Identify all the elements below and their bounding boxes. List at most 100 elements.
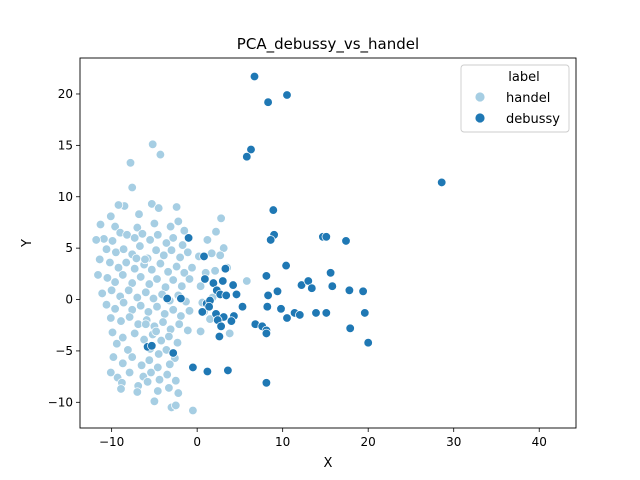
point-debussy [295, 310, 305, 320]
point-debussy [345, 323, 355, 333]
point-debussy [266, 235, 276, 245]
point-handel [130, 233, 140, 243]
point-debussy [147, 341, 157, 351]
point-debussy [249, 71, 260, 82]
point-handel [153, 230, 163, 240]
y-tick-label: 15 [58, 138, 73, 152]
legend-title: label [508, 70, 539, 85]
point-debussy [226, 316, 237, 326]
point-handel [145, 235, 155, 245]
point-handel [132, 292, 142, 303]
axis-ticks: −10 0 10 20 30 40 −10 −5 0 5 10 15 20 [48, 87, 547, 449]
point-handel [171, 261, 182, 272]
point-debussy [246, 144, 256, 155]
point-handel [162, 369, 172, 380]
x-tick-label: 0 [193, 435, 201, 449]
point-debussy [341, 236, 351, 246]
point-debussy [262, 302, 272, 312]
point-handel [183, 325, 193, 336]
point-handel [158, 317, 168, 327]
point-debussy [358, 286, 368, 296]
point-handel [110, 304, 120, 314]
point-handel [95, 254, 105, 265]
point-handel [116, 384, 126, 394]
point-handel [106, 367, 116, 378]
point-handel [183, 247, 193, 257]
point-debussy [221, 290, 231, 301]
point-handel [153, 386, 163, 396]
point-debussy [162, 293, 172, 304]
point-handel [127, 352, 137, 362]
point-handel [123, 345, 133, 355]
point-handel [153, 362, 163, 373]
point-handel [165, 221, 176, 232]
point-handel [173, 388, 183, 398]
point-debussy [268, 205, 278, 215]
point-handel [93, 270, 103, 280]
point-handel [152, 302, 162, 312]
point-handel [225, 328, 235, 339]
point-handel [136, 301, 146, 311]
point-handel [165, 359, 175, 369]
point-handel [101, 300, 112, 310]
legend: label handel debussy [460, 64, 570, 133]
point-debussy [183, 233, 194, 243]
point-handel [131, 253, 142, 264]
point-handel [125, 158, 136, 168]
point-debussy [200, 274, 210, 284]
point-handel [216, 213, 226, 223]
point-debussy [237, 302, 248, 312]
point-handel [144, 355, 154, 365]
point-handel [172, 338, 183, 348]
point-handel [106, 285, 117, 295]
point-handel [134, 209, 144, 219]
point-handel [118, 244, 129, 254]
point-handel [174, 319, 184, 329]
point-handel [154, 375, 165, 385]
point-handel [187, 263, 197, 273]
y-tick-label: −5 [55, 344, 73, 358]
point-handel [164, 331, 174, 342]
point-handel [110, 277, 120, 287]
point-handel [140, 254, 150, 265]
point-debussy [261, 378, 272, 388]
point-debussy [242, 152, 252, 162]
point-handel [155, 149, 166, 160]
point-handel [107, 236, 118, 246]
point-handel [113, 263, 124, 273]
point-handel [116, 316, 126, 326]
point-handel [101, 244, 112, 254]
plot-frame [79, 57, 577, 429]
point-handel [118, 358, 128, 368]
point-handel [168, 233, 178, 243]
y-tick-label: −10 [48, 395, 73, 409]
legend-marker-handel [474, 91, 486, 103]
point-handel [113, 200, 124, 210]
point-handel [147, 199, 157, 209]
point-handel [156, 335, 166, 346]
point-debussy [437, 177, 447, 188]
point-debussy [360, 308, 370, 318]
point-handel [195, 326, 206, 337]
point-handel [118, 297, 129, 308]
point-debussy [216, 321, 226, 331]
point-handel [122, 230, 132, 240]
point-debussy [276, 304, 286, 314]
point-debussy [197, 307, 207, 317]
point-handel [211, 227, 221, 237]
point-handel [171, 202, 182, 212]
point-handel [168, 305, 178, 315]
point-debussy [168, 348, 178, 358]
y-tick-label: 20 [58, 87, 73, 101]
point-handel [124, 367, 135, 378]
point-handel [149, 218, 160, 229]
point-debussy [281, 260, 291, 271]
point-handel [152, 274, 162, 284]
point-debussy [214, 331, 225, 342]
point-handel [155, 258, 166, 269]
point-handel [112, 339, 122, 349]
x-tick-label: 10 [275, 435, 290, 449]
point-debussy [176, 293, 186, 304]
y-tick-label: 10 [58, 190, 73, 204]
